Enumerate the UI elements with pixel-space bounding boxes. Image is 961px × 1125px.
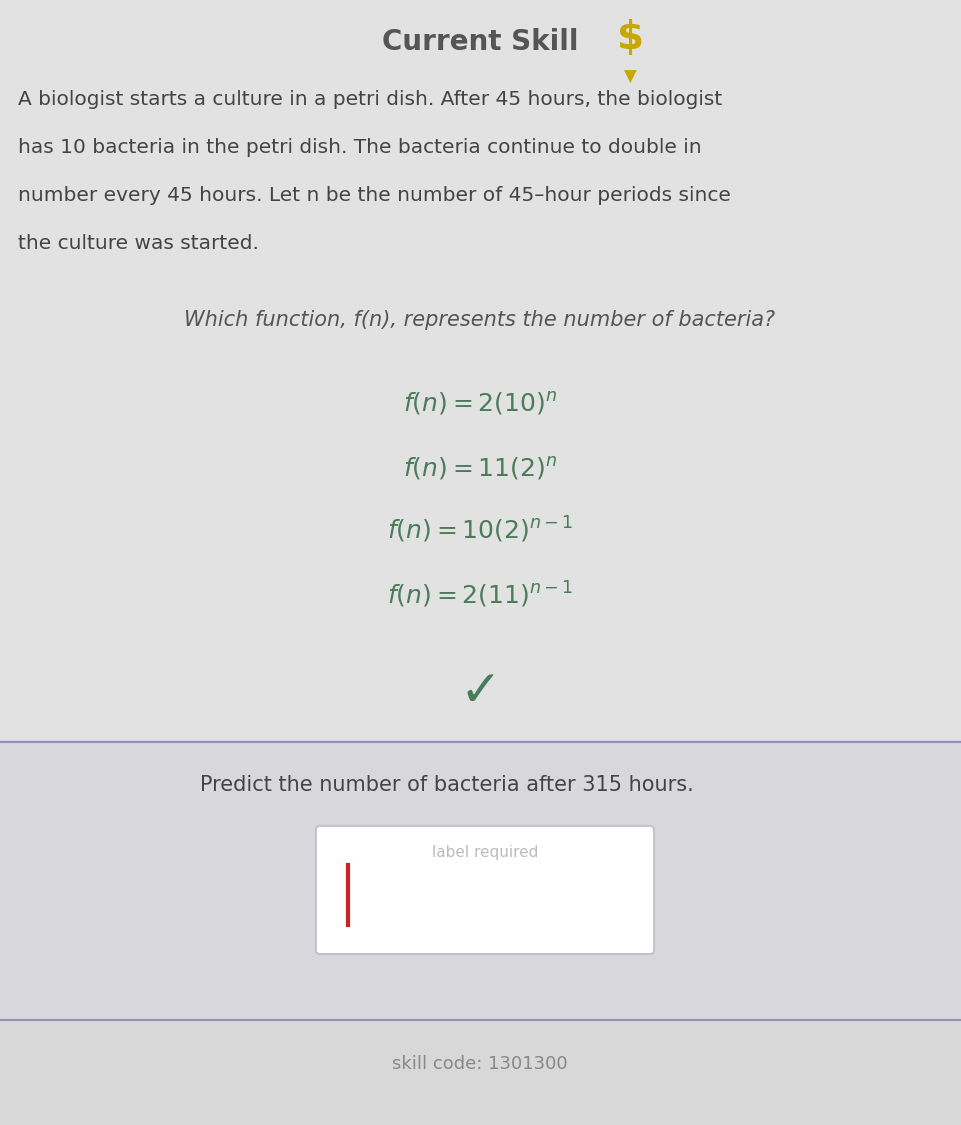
Text: the culture was started.: the culture was started. — [18, 234, 259, 253]
Text: has 10 bacteria in the petri dish. The bacteria continue to double in: has 10 bacteria in the petri dish. The b… — [18, 138, 702, 158]
Text: label required: label required — [431, 845, 538, 860]
Bar — [0, 1020, 961, 1125]
Text: $f(n) = 2(11)^{n-1}$: $f(n) = 2(11)^{n-1}$ — [387, 580, 573, 610]
Text: Predict the number of bacteria after 315 hours.: Predict the number of bacteria after 315… — [200, 775, 694, 795]
Bar — [0, 740, 961, 1020]
FancyBboxPatch shape — [316, 826, 654, 954]
Bar — [0, 0, 961, 740]
Text: $f(n) = 11(2)^{n}$: $f(n) = 11(2)^{n}$ — [403, 455, 557, 482]
Text: ✓: ✓ — [459, 668, 501, 716]
Text: Which function, f(n), represents the number of bacteria?: Which function, f(n), represents the num… — [185, 310, 776, 330]
Text: Current Skill: Current Skill — [382, 28, 579, 56]
Text: $f(n) = 2(10)^{n}$: $f(n) = 2(10)^{n}$ — [403, 390, 557, 417]
Text: $: $ — [617, 19, 644, 57]
Text: ▼: ▼ — [624, 68, 636, 86]
Text: $f(n) = 10(2)^{n-1}$: $f(n) = 10(2)^{n-1}$ — [387, 515, 573, 546]
Text: number every 45 hours. Let n be the number of 45–hour periods since: number every 45 hours. Let n be the numb… — [18, 186, 731, 205]
Text: A biologist starts a culture in a petri dish. After 45 hours, the biologist: A biologist starts a culture in a petri … — [18, 90, 723, 109]
Text: skill code: 1301300: skill code: 1301300 — [392, 1055, 568, 1073]
